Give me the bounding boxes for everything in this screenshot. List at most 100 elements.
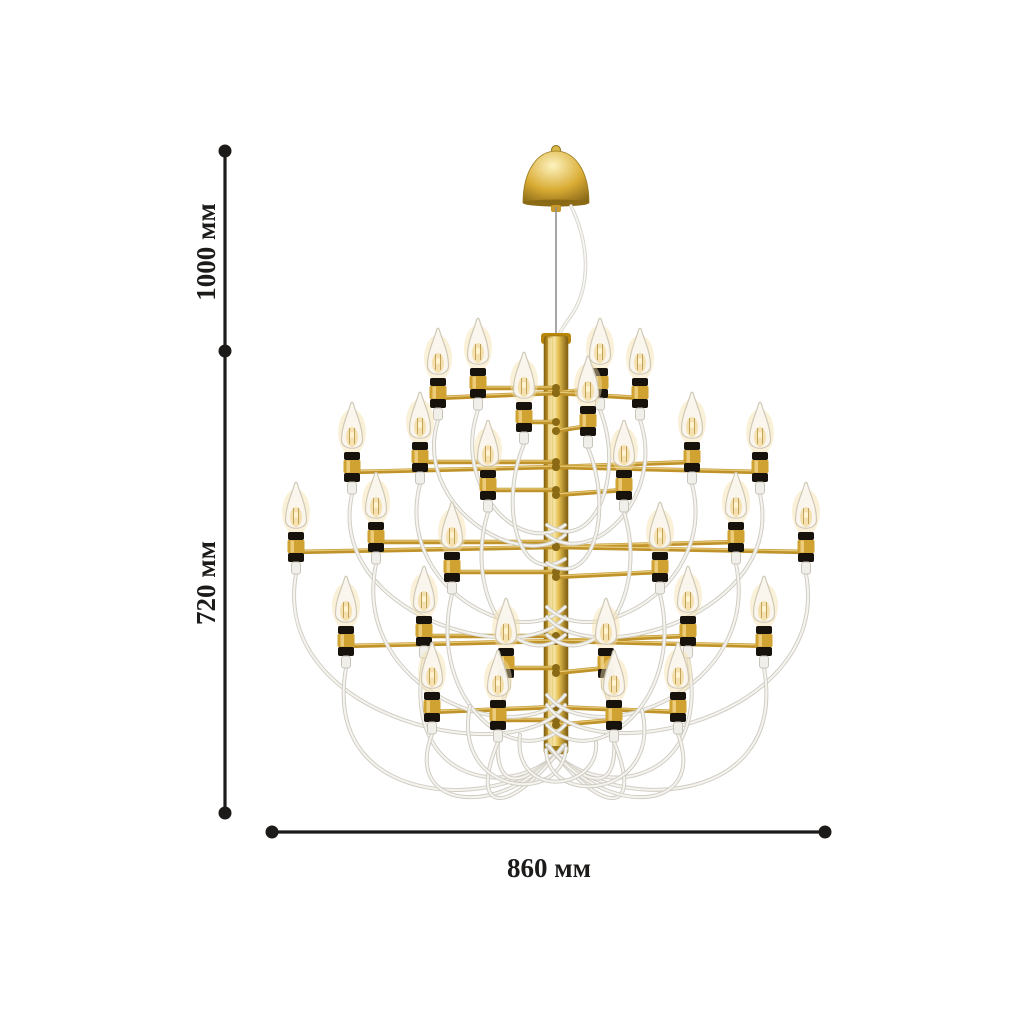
socket-ring-top — [580, 406, 596, 414]
arm-hub — [552, 669, 560, 677]
socket-ring-bottom — [580, 427, 596, 436]
socket-ring-top — [756, 626, 772, 634]
bulb-glow-core — [503, 628, 509, 634]
socket-ring-bottom — [430, 399, 446, 408]
socket-band-highlight — [672, 700, 676, 713]
dimension-dot-right — [818, 825, 832, 839]
cable-core — [446, 592, 567, 742]
socket-band-gold — [515, 410, 533, 423]
bulb-connector — [759, 655, 769, 669]
arm-hub — [552, 543, 560, 551]
bulb-glow-core — [349, 432, 355, 438]
label-width: 860 мм — [507, 853, 591, 883]
cable-core — [415, 482, 567, 624]
socket-ring-top — [598, 648, 614, 656]
bulb-glow-core — [495, 680, 501, 686]
bulb-connector — [595, 397, 605, 411]
socket-band-gold — [423, 700, 441, 713]
socket-band-highlight — [472, 376, 476, 389]
bulb-connector — [619, 499, 629, 513]
socket-band-highlight — [600, 656, 604, 669]
socket-band-highlight — [800, 540, 804, 553]
socket-band-highlight — [686, 450, 690, 463]
bulb-unit — [406, 391, 434, 485]
socket-band-highlight — [290, 540, 294, 553]
cable-core — [372, 562, 567, 718]
bulb-connector — [493, 729, 503, 743]
bulb-connector — [427, 721, 437, 735]
socket-ring-bottom — [338, 647, 354, 656]
bulb-glow-core — [603, 628, 609, 634]
socket-ring-bottom — [344, 473, 360, 482]
socket-band-gold — [479, 478, 497, 491]
cable-core — [544, 708, 646, 788]
socket-ring-bottom — [798, 553, 814, 562]
socket-ring-top — [680, 616, 696, 624]
socket-band-gold — [669, 700, 687, 713]
socket-band-highlight — [582, 414, 586, 427]
bulb-connector — [755, 481, 765, 495]
cable-core — [545, 482, 697, 624]
arm — [435, 390, 559, 401]
bulb-connector — [371, 551, 381, 565]
arm — [349, 464, 559, 475]
chandelier — [282, 145, 820, 800]
arm — [553, 487, 627, 498]
socket-ring-bottom — [756, 647, 772, 656]
socket-ring-bottom — [616, 491, 632, 500]
bulb-connector — [483, 499, 493, 513]
cable-core — [547, 732, 685, 799]
socket-band-highlight — [618, 478, 622, 491]
arm — [553, 665, 609, 676]
socket-ring-bottom — [606, 721, 622, 730]
socket-band-highlight — [634, 386, 638, 399]
socket-band-gold — [579, 414, 597, 427]
bulb-unit — [626, 327, 654, 421]
bulb-glow-core — [343, 606, 349, 612]
socket-band-highlight — [654, 560, 658, 573]
bulb-unit — [464, 317, 492, 411]
arm — [553, 464, 763, 475]
socket-band-highlight — [426, 700, 430, 713]
socket-ring-top — [606, 700, 622, 708]
bulb-glow-core — [803, 512, 809, 518]
socket-ring-top — [470, 368, 486, 376]
bulb-unit — [282, 481, 310, 575]
bulb-connector — [473, 397, 483, 411]
socket-band-highlight — [608, 708, 612, 721]
bulb-unit — [674, 565, 702, 659]
bulb-glow-core — [621, 450, 627, 456]
arm-hub — [552, 721, 560, 729]
socket-ring-top — [368, 522, 384, 530]
bulb-glow-core — [585, 386, 591, 392]
socket-ring-top — [424, 692, 440, 700]
socket-ring-top — [592, 368, 608, 376]
bulb-glow-core — [421, 596, 427, 602]
socket-band-highlight — [758, 634, 762, 647]
socket-ring-top — [430, 378, 446, 386]
arm-hub — [552, 463, 560, 471]
bulb-glow-core — [597, 348, 603, 354]
bulb-unit — [646, 501, 674, 595]
socket-band-highlight — [370, 530, 374, 543]
socket-ring-bottom — [680, 637, 696, 646]
bulb-unit — [722, 471, 750, 565]
bulb-unit — [574, 355, 602, 449]
dimension-dot-middle — [218, 344, 232, 358]
arm-hub — [552, 427, 560, 435]
bulb-connector — [687, 471, 697, 485]
cable-core — [545, 562, 740, 718]
bulb-glow-core — [429, 672, 435, 678]
socket-band-highlight — [682, 624, 686, 637]
socket-ring-bottom — [516, 423, 532, 432]
cable-core — [518, 733, 598, 783]
bulb-glow-core — [521, 382, 527, 388]
bulbs-layer — [282, 317, 820, 743]
bulb-connector — [583, 435, 593, 449]
socket-ring-top — [480, 470, 496, 478]
socket-band-gold — [651, 560, 669, 573]
socket-ring-top — [444, 552, 460, 560]
bulb-connector — [673, 721, 683, 735]
socket-ring-top — [616, 470, 632, 478]
